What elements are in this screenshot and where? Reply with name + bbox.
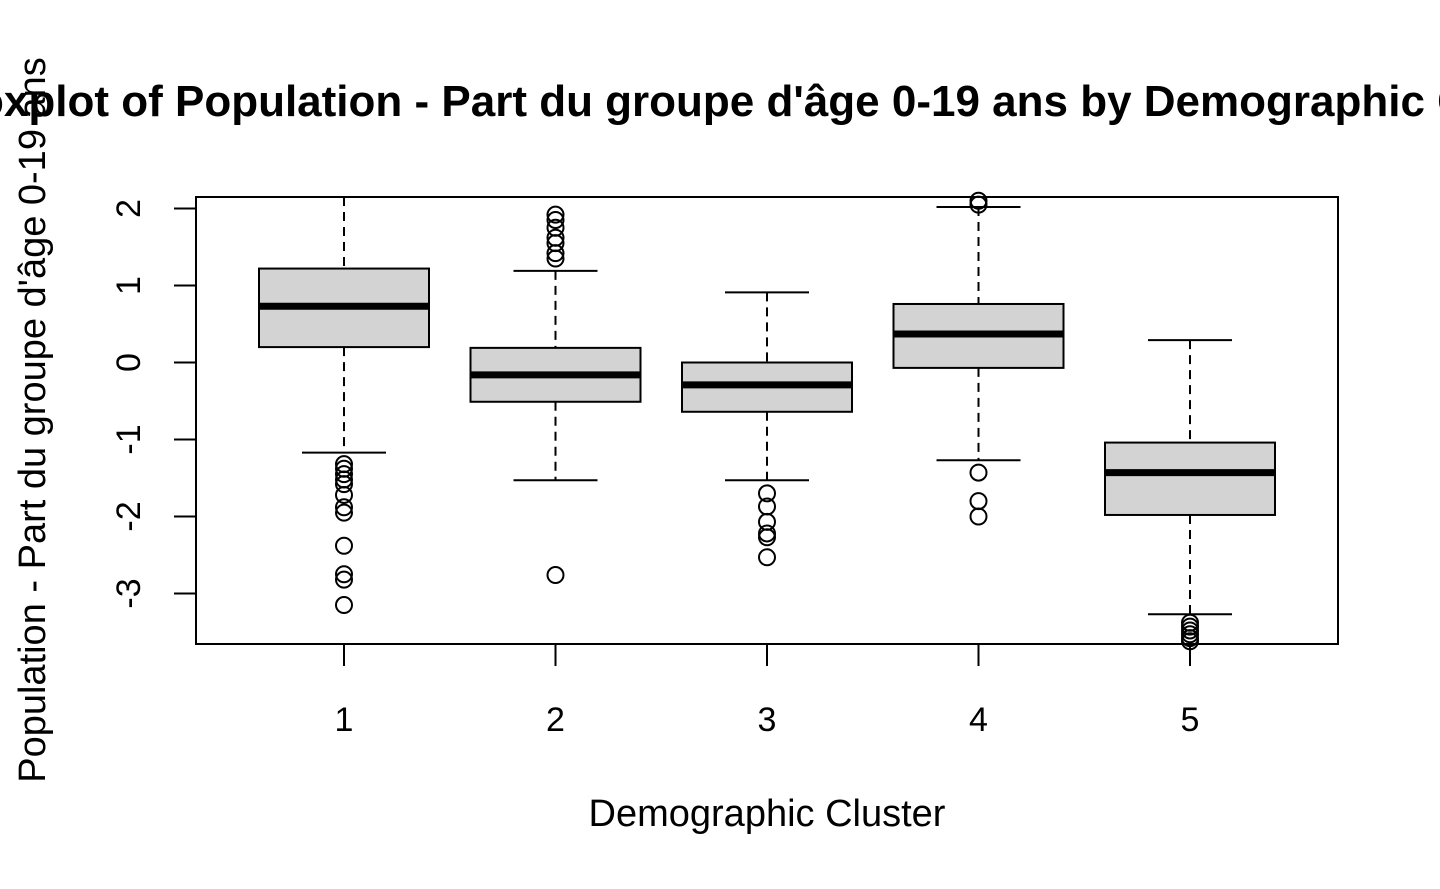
x-axis-label: Demographic Cluster xyxy=(589,793,946,835)
outlier-point xyxy=(758,548,776,567)
box-cluster-5 xyxy=(1104,339,1276,651)
box-cluster-1 xyxy=(258,197,430,615)
outlier-point xyxy=(335,570,353,589)
outlier-point xyxy=(758,528,776,547)
outlier-point xyxy=(969,463,988,482)
outlier-point xyxy=(335,596,353,615)
outlier-point xyxy=(546,566,565,585)
y-tick-label: -2 xyxy=(110,501,148,531)
chart-title: Boxplot of Population - Part du groupe d… xyxy=(0,77,1440,126)
box-iqr xyxy=(1104,441,1276,516)
outlier-point xyxy=(546,228,565,247)
x-tick-label: 3 xyxy=(758,701,777,739)
outlier-point xyxy=(758,524,776,543)
outlier-point xyxy=(335,475,353,494)
outlier-point xyxy=(546,218,565,237)
x-tick-label: 5 xyxy=(1181,701,1200,739)
y-axis-label: Population - Part du groupe d'âge 0-19 a… xyxy=(12,57,54,783)
box-cluster-4 xyxy=(892,191,1065,526)
y-tick-label: -1 xyxy=(110,424,148,454)
outlier-point xyxy=(969,191,988,210)
x-tick-label: 2 xyxy=(546,701,565,739)
outlier-point xyxy=(758,484,776,503)
outlier-point xyxy=(335,498,353,517)
outlier-point xyxy=(335,485,353,504)
x-axis: 1 2 3 4 5 xyxy=(335,644,1200,739)
x-tick-label: 4 xyxy=(969,701,988,739)
outlier-point xyxy=(546,211,565,230)
outlier-point xyxy=(969,507,988,526)
x-tick-label: 1 xyxy=(335,701,354,739)
outlier-point xyxy=(546,205,565,224)
outlier-point xyxy=(335,536,353,555)
outlier-point xyxy=(335,465,353,484)
y-axis: -3 -2 -1 0 1 2 xyxy=(110,199,196,609)
outlier-point xyxy=(335,565,353,584)
y-tick-label: -3 xyxy=(110,578,148,608)
boxes-group xyxy=(258,191,1276,651)
outlier-point xyxy=(969,492,988,511)
outlier-point xyxy=(335,503,353,522)
y-tick-label: 0 xyxy=(110,353,148,372)
box-cluster-2 xyxy=(469,205,642,585)
y-tick-label: 2 xyxy=(110,199,148,218)
outlier-point xyxy=(1181,632,1199,651)
box-cluster-3 xyxy=(681,291,853,567)
y-tick-label: 1 xyxy=(110,276,148,295)
